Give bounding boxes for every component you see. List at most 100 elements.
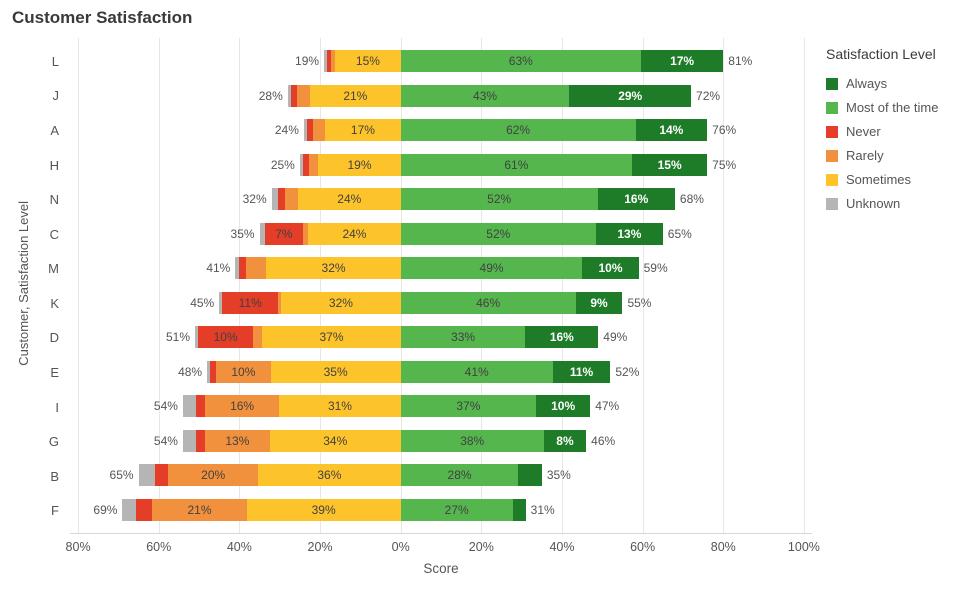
segment-always[interactable]: 13% (595, 222, 663, 245)
segment-most[interactable]: 52% (400, 188, 598, 211)
segment-most[interactable]: 28% (400, 464, 519, 487)
segment-sometimes[interactable]: 34% (269, 429, 401, 452)
segment-sometimes[interactable]: 37% (262, 326, 401, 349)
segment-sometimes[interactable]: 24% (308, 222, 401, 245)
segment-sometimes[interactable]: 15% (335, 50, 401, 73)
legend-item-never[interactable]: Never (826, 124, 958, 139)
segment-unknown[interactable] (195, 326, 199, 349)
segment-sometimes[interactable]: 35% (270, 360, 401, 383)
segment-unknown[interactable] (324, 50, 327, 73)
segment-unknown[interactable] (235, 257, 239, 280)
segment-most[interactable]: 61% (400, 153, 633, 176)
y-category-label[interactable]: G (48, 434, 59, 450)
y-category-label[interactable]: A (50, 122, 59, 138)
segment-unknown[interactable] (287, 84, 291, 107)
segment-sometimes[interactable]: 32% (266, 257, 401, 280)
segment-always[interactable]: 9% (575, 291, 623, 314)
segment-always[interactable]: 17% (640, 50, 724, 73)
segment-always[interactable]: 10% (582, 257, 639, 280)
segment-most[interactable]: 63% (400, 50, 641, 73)
segment-sometimes[interactable]: 32% (281, 291, 401, 314)
segment-sometimes[interactable]: 36% (258, 464, 401, 487)
segment-always[interactable]: 11% (552, 360, 611, 383)
segment-never[interactable] (210, 360, 217, 383)
segment-rarely[interactable] (302, 222, 309, 245)
segment-sometimes[interactable]: 24% (297, 188, 401, 211)
y-category-label[interactable]: K (50, 295, 59, 311)
segment-most[interactable]: 46% (400, 291, 576, 314)
y-category-label[interactable]: N (49, 192, 59, 208)
segment-sometimes[interactable]: 39% (246, 498, 401, 521)
legend-item-unknown[interactable]: Unknown (826, 196, 958, 211)
segment-unknown[interactable] (303, 119, 307, 142)
segment-always[interactable]: 16% (597, 188, 675, 211)
segment-most[interactable]: 43% (400, 84, 570, 107)
segment-unknown[interactable] (219, 291, 223, 314)
segment-never[interactable] (238, 257, 246, 280)
segment-never[interactable]: 11% (222, 291, 279, 314)
segment-never[interactable] (195, 395, 205, 418)
y-category-label[interactable]: I (55, 399, 59, 415)
segment-most[interactable]: 49% (400, 257, 583, 280)
y-category-label[interactable]: D (49, 330, 59, 346)
y-category-label[interactable]: F (51, 503, 59, 519)
segment-always[interactable] (518, 464, 542, 487)
segment-rarely[interactable]: 13% (204, 429, 270, 452)
segment-unknown[interactable] (299, 153, 303, 176)
segment-most[interactable]: 52% (400, 222, 596, 245)
segment-never[interactable] (278, 188, 285, 211)
y-category-label[interactable]: C (49, 226, 59, 242)
segment-unknown[interactable] (207, 360, 211, 383)
segment-most[interactable]: 41% (400, 360, 553, 383)
segment-rarely[interactable] (297, 84, 310, 107)
segment-never[interactable] (195, 429, 205, 452)
segment-always[interactable] (512, 498, 526, 521)
segment-sometimes[interactable]: 19% (318, 153, 401, 176)
segment-rarely[interactable] (253, 326, 263, 349)
segment-most[interactable]: 27% (400, 498, 513, 521)
segment-never[interactable] (135, 498, 153, 521)
y-category-label[interactable]: M (48, 261, 59, 277)
segment-rarely[interactable] (284, 188, 298, 211)
segment-rarely[interactable]: 16% (204, 395, 280, 418)
legend-item-most[interactable]: Most of the time (826, 100, 958, 115)
segment-always[interactable]: 8% (543, 429, 587, 452)
legend-item-always[interactable]: Always (826, 76, 958, 91)
segment-unknown[interactable] (182, 429, 196, 452)
segment-unknown[interactable] (259, 222, 266, 245)
y-category-label[interactable]: J (52, 88, 60, 104)
legend-item-sometimes[interactable]: Sometimes (826, 172, 958, 187)
segment-unknown[interactable] (138, 464, 156, 487)
segment-rarely[interactable] (245, 257, 267, 280)
segment-always[interactable]: 14% (635, 119, 708, 142)
segment-always[interactable]: 10% (536, 395, 591, 418)
y-category-label[interactable]: B (50, 468, 59, 484)
segment-rarely[interactable]: 21% (152, 498, 247, 521)
segment-rarely[interactable] (309, 153, 319, 176)
segment-rarely[interactable] (278, 291, 282, 314)
y-category-label[interactable]: H (49, 157, 59, 173)
segment-rarely[interactable] (313, 119, 326, 142)
segment-never[interactable] (306, 119, 313, 142)
y-category-label[interactable]: L (51, 53, 59, 69)
segment-most[interactable]: 38% (400, 429, 544, 452)
legend-item-rarely[interactable]: Rarely (826, 148, 958, 163)
segment-never[interactable]: 7% (265, 222, 303, 245)
segment-rarely[interactable] (331, 50, 336, 73)
segment-most[interactable]: 33% (400, 326, 526, 349)
y-category-label[interactable]: E (50, 364, 59, 380)
segment-never[interactable]: 10% (198, 326, 254, 349)
segment-unknown[interactable] (122, 498, 136, 521)
segment-most[interactable]: 37% (400, 395, 537, 418)
segment-sometimes[interactable]: 31% (279, 395, 401, 418)
segment-rarely[interactable]: 20% (168, 464, 259, 487)
segment-never[interactable] (155, 464, 169, 487)
segment-never[interactable] (302, 153, 310, 176)
segment-sometimes[interactable]: 17% (325, 119, 401, 142)
segment-never[interactable] (326, 50, 331, 73)
segment-always[interactable]: 29% (569, 84, 692, 107)
segment-unknown[interactable] (182, 395, 196, 418)
segment-sometimes[interactable]: 21% (310, 84, 401, 107)
segment-unknown[interactable] (271, 188, 279, 211)
segment-always[interactable]: 16% (525, 326, 599, 349)
